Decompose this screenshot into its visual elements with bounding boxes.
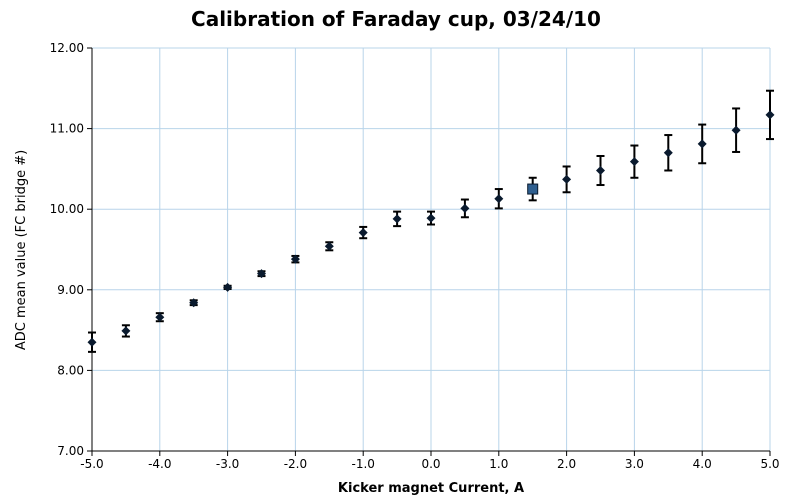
x-tick-label: -3.0 — [216, 457, 239, 471]
data-point — [663, 148, 673, 158]
data-point — [629, 157, 639, 167]
data-point — [121, 326, 131, 336]
data-point — [223, 282, 233, 292]
x-tick-label: 2.0 — [557, 457, 576, 471]
data-point — [257, 269, 266, 279]
x-tick-label: 4.0 — [693, 457, 712, 471]
x-tick-label: 3.0 — [625, 457, 644, 471]
y-tick-label: 12.00 — [50, 41, 84, 55]
highlighted-data-point — [527, 183, 539, 195]
y-tick-labels: 7.00 8.00 9.00 10.00 11.00 12.00 — [50, 41, 84, 458]
y-axis-label: ADC mean value (FC bridge #) — [14, 150, 29, 350]
axes — [87, 47, 771, 456]
data-point — [392, 214, 402, 224]
data-point — [189, 298, 199, 308]
data-point — [596, 166, 605, 176]
chart-title: Calibration of Faraday cup, 03/24/10 — [191, 7, 601, 31]
data-point — [562, 174, 572, 184]
y-tick-label: 8.00 — [57, 363, 84, 377]
grid-lines — [92, 47, 771, 451]
x-tick-label: 1.0 — [489, 457, 508, 471]
x-tick-labels: -5.0 -4.0 -3.0 -2.0 -1.0 0.0 1.0 2.0 3.0 4.0 5.0 — [80, 457, 779, 471]
data-point — [155, 312, 165, 322]
data-point — [426, 213, 436, 223]
x-tick-label: 0.0 — [421, 457, 440, 471]
data-point — [731, 125, 741, 135]
x-tick-label: -4.0 — [148, 457, 171, 471]
data-point — [324, 241, 334, 251]
data-point — [765, 110, 775, 120]
x-tick-label: -2.0 — [284, 457, 307, 471]
y-tick-label: 11.00 — [50, 122, 84, 136]
y-tick-label: 10.00 — [50, 202, 84, 216]
x-tick-label: 5.0 — [760, 457, 779, 471]
y-tick-label: 7.00 — [57, 444, 84, 458]
data-point — [494, 194, 504, 204]
data-point — [460, 203, 470, 213]
data-point — [87, 337, 97, 347]
x-axis-label: Kicker magnet Current, A — [338, 481, 524, 496]
data-point — [358, 228, 368, 238]
data-points — [87, 110, 775, 347]
data-point — [697, 139, 707, 149]
data-point — [290, 254, 300, 264]
x-tick-label: -1.0 — [351, 457, 374, 471]
x-tick-label: -5.0 — [80, 457, 103, 471]
y-tick-label: 9.00 — [57, 283, 84, 297]
